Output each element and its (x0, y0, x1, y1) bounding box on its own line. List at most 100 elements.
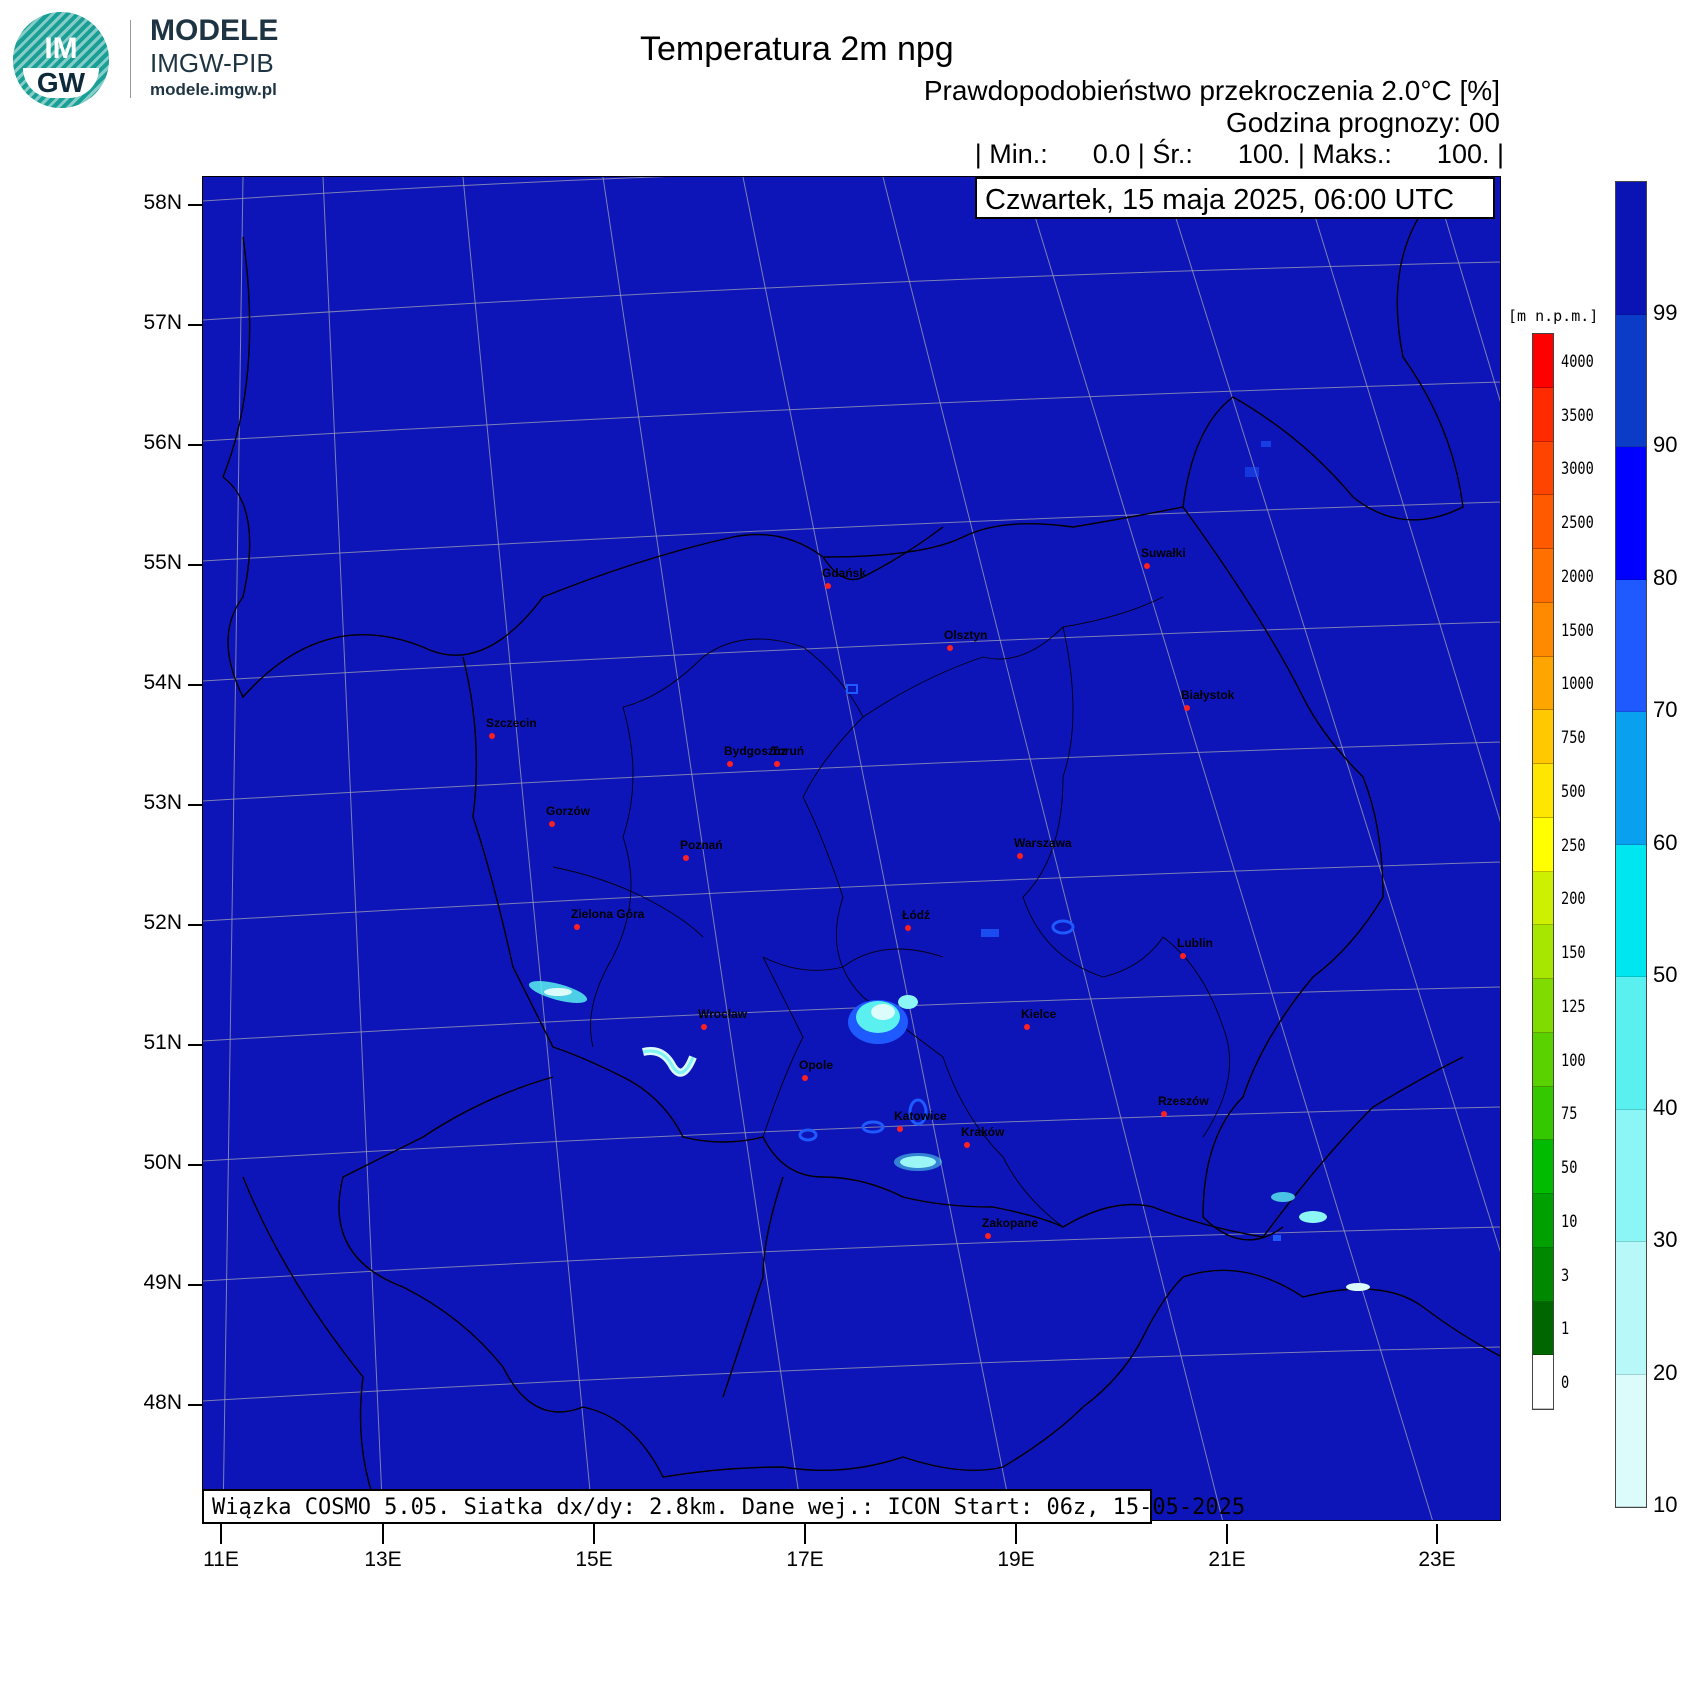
elevation-color-swatch (1533, 817, 1553, 872)
city-marker (1184, 705, 1190, 711)
elevation-color-swatch (1533, 1086, 1553, 1141)
elevation-label: 150 (1561, 943, 1586, 964)
elevation-color-swatch (1533, 441, 1553, 496)
brand-subtitle: IMGW-PIB (150, 48, 274, 78)
page-title: Temperatura 2m npg (640, 30, 954, 68)
elevation-label: 0 (1561, 1373, 1570, 1394)
latitude-label: 57N (143, 311, 182, 334)
elevation-label: 250 (1561, 835, 1586, 856)
city-label: Toruń (771, 744, 805, 758)
probability-color-swatch (1616, 977, 1646, 1110)
city-marker (1144, 563, 1150, 569)
brand-title: MODELE (150, 14, 279, 47)
city-label: Poznań (680, 838, 723, 852)
longitude-tick (804, 1524, 806, 1544)
elevation-label: 1000 (1561, 674, 1594, 695)
latitude-tick (188, 804, 202, 806)
probability-label: 50 (1653, 962, 1678, 987)
city-marker (1180, 953, 1186, 959)
latitude-label: 58N (143, 191, 182, 214)
city-marker (549, 821, 555, 827)
brand-divider (130, 20, 131, 98)
city-label: Białystok (1181, 688, 1235, 702)
city-label: Szczecin (486, 716, 537, 730)
city-marker (701, 1024, 707, 1030)
probability-label: 90 (1653, 432, 1678, 457)
elevation-color-swatch (1533, 710, 1553, 764)
longitude-label: 17E (786, 1548, 824, 1571)
probability-label: 40 (1653, 1094, 1678, 1120)
city-marker (985, 1233, 991, 1239)
elevation-color-swatch (1533, 1194, 1553, 1248)
elevation-legend-title: [m n.p.m.] (1508, 307, 1599, 325)
city-marker (1024, 1024, 1030, 1030)
city-label: Olsztyn (944, 628, 988, 642)
longitude-tick (1226, 1524, 1228, 1544)
map-panel[interactable] (202, 176, 1501, 1521)
city-label: Katowice (894, 1109, 947, 1123)
probability-label: 99 (1653, 299, 1678, 325)
elevation-label: 4000 (1561, 351, 1594, 372)
elevation-color-swatch (1533, 387, 1553, 442)
city-label: Gorzów (546, 804, 590, 818)
elevation-label: 3500 (1561, 405, 1594, 426)
model-info: Wiązka COSMO 5.05. Siatka dx/dy: 2.8km. … (202, 1489, 1245, 1524)
brand-url[interactable]: modele.imgw.pl (150, 80, 277, 99)
longitude-label: 11E (203, 1548, 239, 1571)
city-label: Wrocław (698, 1007, 748, 1021)
longitude-tick (1436, 1524, 1438, 1544)
city-marker (683, 855, 689, 861)
elevation-label: 3000 (1561, 459, 1594, 480)
city-label: Bydgoszcz (724, 744, 787, 758)
city-marker (905, 925, 911, 931)
elevation-color-swatch (1533, 871, 1553, 926)
longitude-tick (1015, 1524, 1017, 1544)
elevation-color-swatch (1533, 495, 1553, 549)
latitude-tick (188, 1164, 202, 1166)
city-marker (574, 924, 580, 930)
imgw-logo: IM GW (13, 12, 109, 108)
city-marker (825, 583, 831, 589)
probability-label: 80 (1653, 564, 1678, 590)
latitude-label: 52N (143, 911, 182, 934)
city-label: Zielona Góra (571, 907, 645, 921)
latitude-label: 48N (143, 1391, 182, 1414)
latitude-tick (188, 324, 202, 326)
city-label: Rzeszów (1158, 1094, 1209, 1108)
city-marker (1161, 1111, 1167, 1117)
latitude-label: 53N (143, 791, 182, 814)
probability-color-swatch (1616, 579, 1646, 712)
city-marker (1017, 853, 1023, 859)
logo-text-top: IM (44, 32, 78, 65)
elevation-color-swatch (1533, 549, 1553, 603)
elevation-label: 1500 (1561, 620, 1594, 641)
elevation-color-swatch (1533, 602, 1553, 657)
longitude-tick (382, 1524, 384, 1544)
city-label: Kraków (961, 1125, 1005, 1139)
elevation-label: 750 (1561, 728, 1586, 749)
latitude-label: 54N (143, 671, 182, 694)
elevation-color-swatch (1533, 764, 1553, 818)
elevation-label: 1 (1561, 1319, 1570, 1340)
elevation-label: 10 (1561, 1211, 1578, 1232)
probability-label: 60 (1653, 829, 1678, 855)
probability-patches (528, 441, 1370, 1291)
probability-label: 70 (1653, 697, 1678, 722)
city-label: Opole (799, 1058, 834, 1072)
elevation-color-swatch (1533, 656, 1553, 711)
elevation-color-swatch (1533, 1355, 1553, 1409)
forecast-hour: Godzina prognozy: 00 (1226, 107, 1500, 138)
probability-color-swatch (1616, 712, 1646, 845)
logo-text-bottom: GW (23, 68, 99, 98)
city-marker (964, 1142, 970, 1148)
elevation-label: 100 (1561, 1050, 1586, 1071)
longitude-label: 21E (1208, 1548, 1246, 1571)
latitude-label: 51N (143, 1031, 182, 1054)
probability-color-swatch (1616, 182, 1646, 315)
latitude-label: 49N (143, 1271, 182, 1294)
elevation-label: 75 (1561, 1104, 1578, 1125)
subtitle: Prawdopodobieństwo przekroczenia 2.0°C [… (923, 75, 1500, 106)
city-label: Lublin (1177, 936, 1213, 950)
latitude-label: 55N (143, 551, 182, 574)
city-label: Suwałki (1141, 546, 1186, 560)
